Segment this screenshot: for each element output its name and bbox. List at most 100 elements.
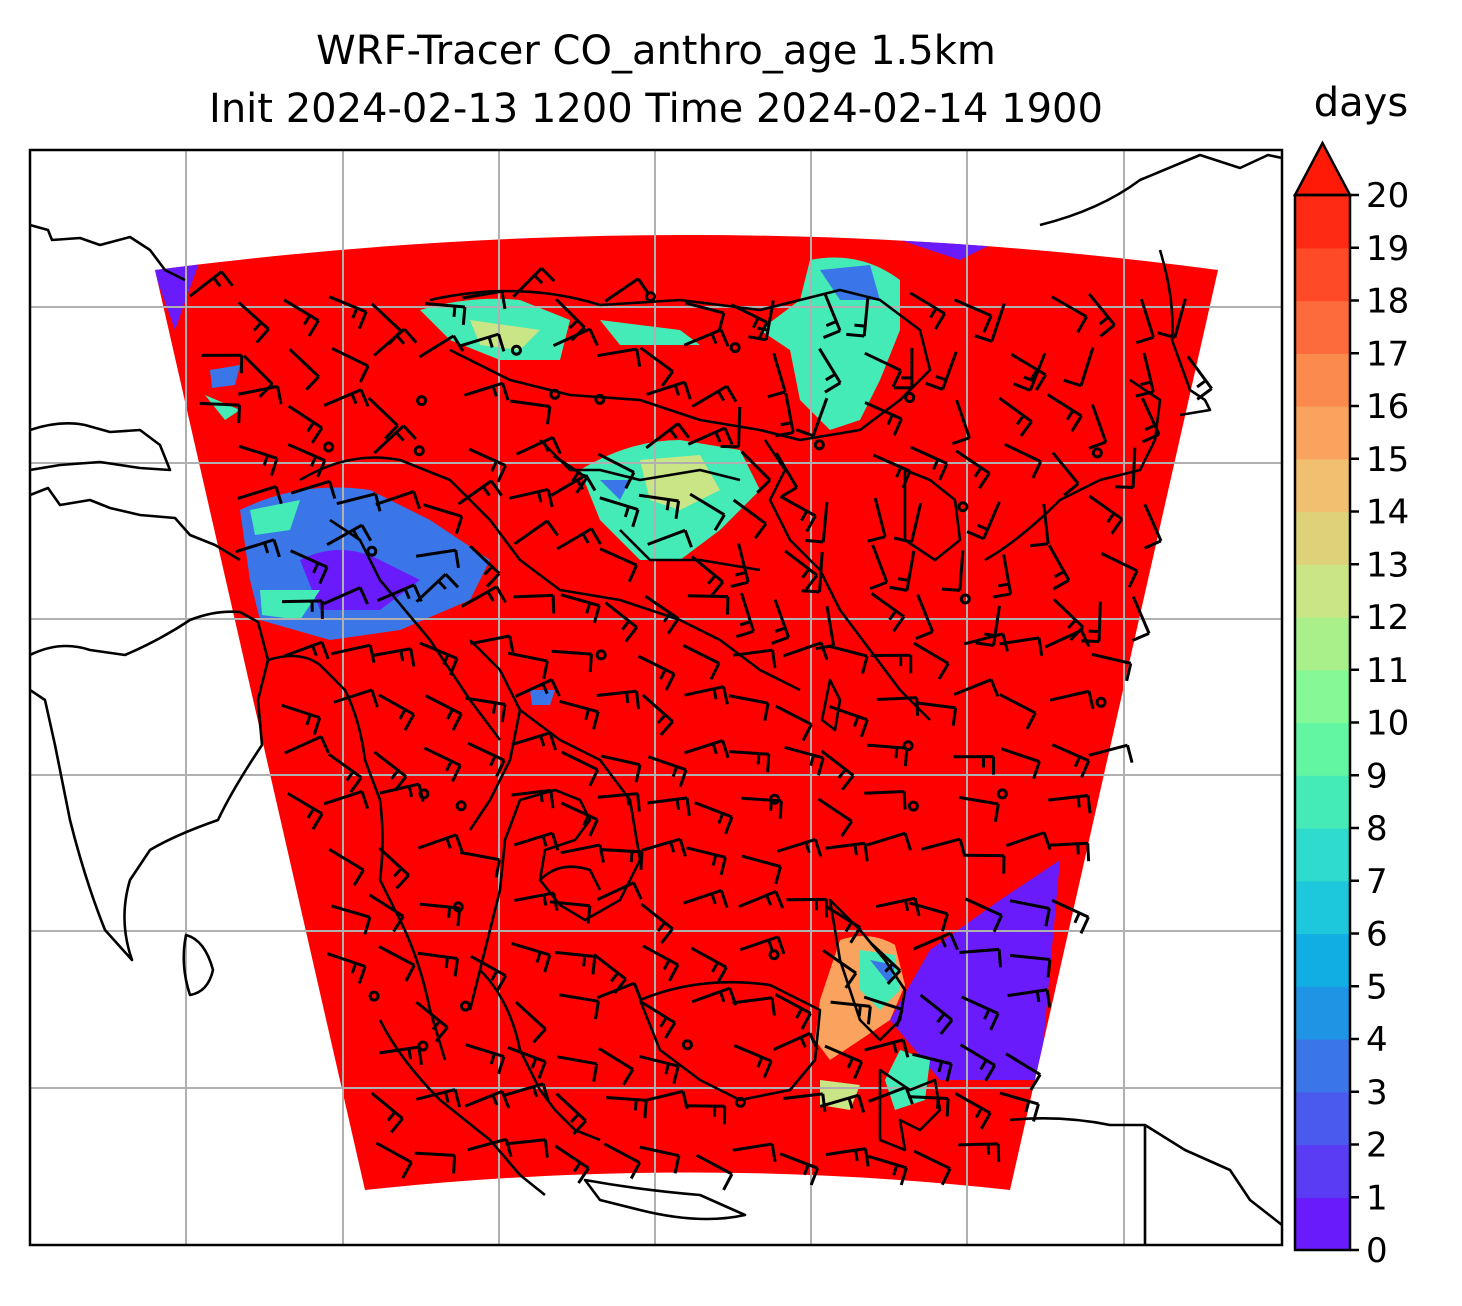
- wind-barb: [467, 741, 506, 778]
- wind-barb: [953, 678, 1000, 697]
- wind-barb: [600, 754, 642, 783]
- colorbar-segment: [1295, 1144, 1350, 1198]
- wind-barb: [825, 1147, 870, 1167]
- wind-barb: [560, 843, 605, 863]
- wind-barb: [596, 881, 643, 901]
- wind-barb: [908, 1095, 950, 1117]
- colorbar-tick-label: 15: [1366, 440, 1409, 480]
- wind-barb: [683, 328, 730, 347]
- wind-barb: [414, 1151, 457, 1174]
- age-region-northwest-speck: [210, 365, 240, 388]
- wind-barb: [779, 495, 817, 533]
- calm-wind-marker: [734, 1096, 746, 1108]
- wind-barb: [1143, 503, 1163, 550]
- calm-wind-marker: [902, 740, 914, 752]
- wind-barb: [1135, 352, 1155, 398]
- map-frame: [28, 148, 1284, 1247]
- wind-barb: [638, 1055, 680, 1084]
- wind-barb: [513, 593, 556, 614]
- wind-barb: [741, 854, 782, 885]
- wind-barb: [951, 399, 971, 446]
- wind-barb: [287, 443, 327, 478]
- wind-barb: [599, 547, 639, 583]
- age-region-sulawesi: [885, 1050, 930, 1110]
- wind-barb: [893, 502, 923, 544]
- wind-barb: [419, 641, 459, 676]
- wind-barb: [913, 641, 950, 680]
- wind-barb: [953, 298, 993, 333]
- wind-barb: [941, 550, 965, 592]
- wind-barb: [464, 381, 510, 401]
- wind-barb: [601, 848, 644, 870]
- wind-barb: [909, 291, 946, 330]
- wind-barb: [423, 746, 462, 783]
- wind-barb: [909, 445, 949, 481]
- tracer-age-field: [155, 235, 1060, 1110]
- wind-barb: [457, 479, 503, 506]
- calm-wind-marker: [416, 395, 428, 407]
- colorbar-unit-label: days: [1313, 80, 1409, 126]
- wind-barb: [864, 790, 907, 810]
- wind-barb: [999, 636, 1044, 656]
- wind-barb: [644, 594, 680, 635]
- age-region-northeast-plume: [760, 257, 900, 430]
- wind-barb: [425, 694, 463, 731]
- wind-barb: [779, 1152, 820, 1186]
- wind-barb: [955, 449, 991, 489]
- map-title-line-2: Init 2024-02-13 1200 Time 2024-02-14 190…: [209, 86, 1103, 132]
- wind-barb: [1157, 298, 1187, 339]
- wind-barb: [1047, 841, 1091, 862]
- wind-barb: [645, 422, 691, 450]
- wind-barb: [647, 528, 693, 548]
- wind-barb: [876, 696, 920, 716]
- wind-barb: [513, 519, 559, 546]
- wind-barb: [1000, 747, 1041, 780]
- wind-barb: [326, 952, 367, 984]
- wind-barb: [1046, 393, 1083, 432]
- wind-barb: [829, 705, 869, 738]
- age-region-west-edge: [250, 500, 300, 535]
- wind-barb: [915, 594, 935, 640]
- calm-wind-marker: [595, 649, 607, 661]
- coastline-arabian: [30, 223, 186, 282]
- wind-barb: [774, 993, 812, 1030]
- wind-barb: [373, 424, 417, 455]
- wind-barb: [735, 592, 755, 639]
- calm-wind-marker: [681, 1039, 693, 1051]
- wind-barb: [999, 1091, 1040, 1122]
- wind-barb: [958, 795, 1000, 822]
- colorbar-tick-label: 8: [1366, 809, 1388, 849]
- wind-barb: [375, 1141, 413, 1179]
- wind-barb: [822, 949, 858, 989]
- coastline-indochina: [468, 639, 642, 1011]
- wind-barb: [415, 548, 460, 569]
- wind-barb: [1010, 953, 1052, 978]
- calm-wind-marker: [323, 441, 335, 453]
- colorbar-tick-label: 6: [1366, 915, 1388, 955]
- calm-wind-marker: [418, 788, 430, 800]
- wind-barb: [237, 301, 270, 344]
- wind-barb: [514, 678, 561, 698]
- wind-barb: [732, 648, 777, 669]
- wind-barb: [964, 897, 1003, 933]
- age-region-mongolia-mid: [600, 320, 700, 345]
- wind-barb: [242, 354, 274, 398]
- wind-barb: [507, 1046, 547, 1079]
- wind-barb: [597, 347, 642, 368]
- wind-barb: [687, 594, 730, 615]
- wind-barb: [732, 996, 776, 1016]
- wind-barb: [640, 902, 674, 944]
- wind-barb: [282, 599, 324, 619]
- calm-wind-marker: [452, 901, 464, 913]
- wind-barb: [323, 586, 369, 606]
- age-region-central-young: [600, 480, 630, 500]
- wind-barb: [597, 792, 641, 812]
- wind-barb: [728, 694, 770, 722]
- wind-barb: [367, 396, 399, 440]
- wind-barb: [888, 550, 916, 592]
- wind-barb: [415, 1000, 449, 1043]
- wind-barb: [199, 401, 242, 424]
- wind-barb: [559, 699, 600, 730]
- wind-barb: [505, 1138, 549, 1158]
